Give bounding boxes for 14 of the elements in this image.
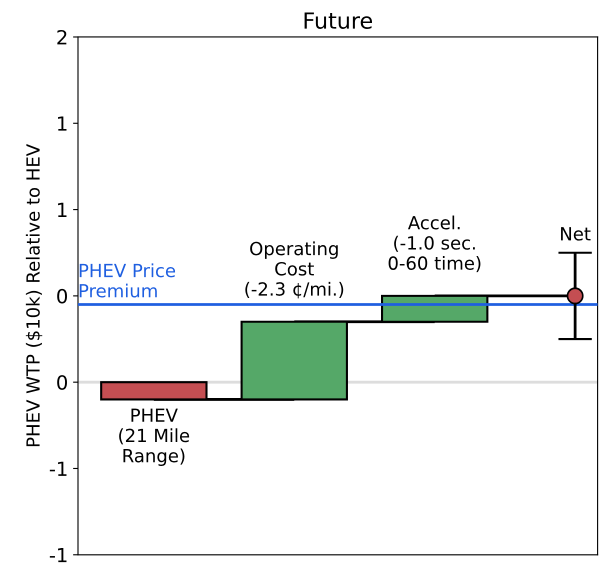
x-tick-label: Accel. (-1.0 sec. 0-60 time) xyxy=(388,216,480,272)
y-tick-label: 0 xyxy=(57,375,67,390)
y-tick-label: 0 xyxy=(57,288,67,304)
x-tick-label: Net xyxy=(561,227,591,241)
x-tick-label: PHEV (21 Mile Range) xyxy=(119,408,190,466)
y-tick-label: 1 xyxy=(58,202,66,217)
y-tick-label: -1 xyxy=(50,462,66,476)
x-tick-label: Operating Cost (-2.3 ¢/mi.) xyxy=(245,241,344,298)
y-axis-title: PHEV WTP ($10k) Relative to HEV xyxy=(26,144,42,446)
y-tick-label: 2 xyxy=(57,30,66,44)
chart-title: Future xyxy=(304,12,372,29)
y-tick-label: -1 xyxy=(50,548,66,562)
y-tick-label: 1 xyxy=(58,116,66,131)
ref-line-label: PHEV Price Premium xyxy=(80,263,176,298)
